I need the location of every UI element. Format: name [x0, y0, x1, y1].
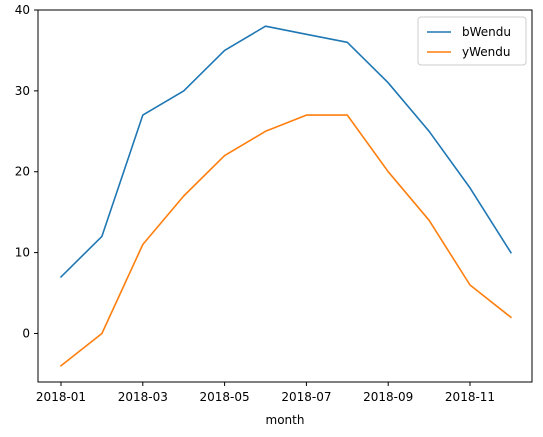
legend-box — [417, 16, 527, 66]
series-line-bWendu — [59, 25, 513, 279]
legend-label: yWendu — [462, 45, 510, 59]
x-tick-label: 2018-07 — [281, 390, 331, 404]
y-tick-label: 0 — [22, 326, 30, 340]
x-tick-label: 2018-09 — [363, 390, 413, 404]
x-tick-label: 2018-11 — [445, 390, 495, 404]
x-axis-label: month — [266, 413, 305, 427]
legend-label: bWendu — [462, 25, 511, 39]
y-tick-label: 20 — [15, 165, 30, 179]
series-lines — [59, 25, 513, 367]
x-tick-label: 2018-05 — [200, 390, 250, 404]
y-tick-label: 40 — [15, 3, 30, 17]
x-axis: 2018-01 2018-03 2018-05 2018-07 2018-09 2018-… — [36, 382, 495, 404]
y-tick-label: 30 — [15, 84, 30, 98]
y-tick-label: 10 — [15, 246, 30, 260]
plot-area — [37, 9, 533, 383]
y-axis: 0 10 20 30 40 — [15, 3, 38, 340]
series-line-yWendu — [59, 114, 513, 367]
legend: bWendu yWendu — [417, 16, 527, 66]
x-tick-label: 2018-01 — [36, 390, 86, 404]
x-tick-label: 2018-03 — [118, 390, 168, 404]
